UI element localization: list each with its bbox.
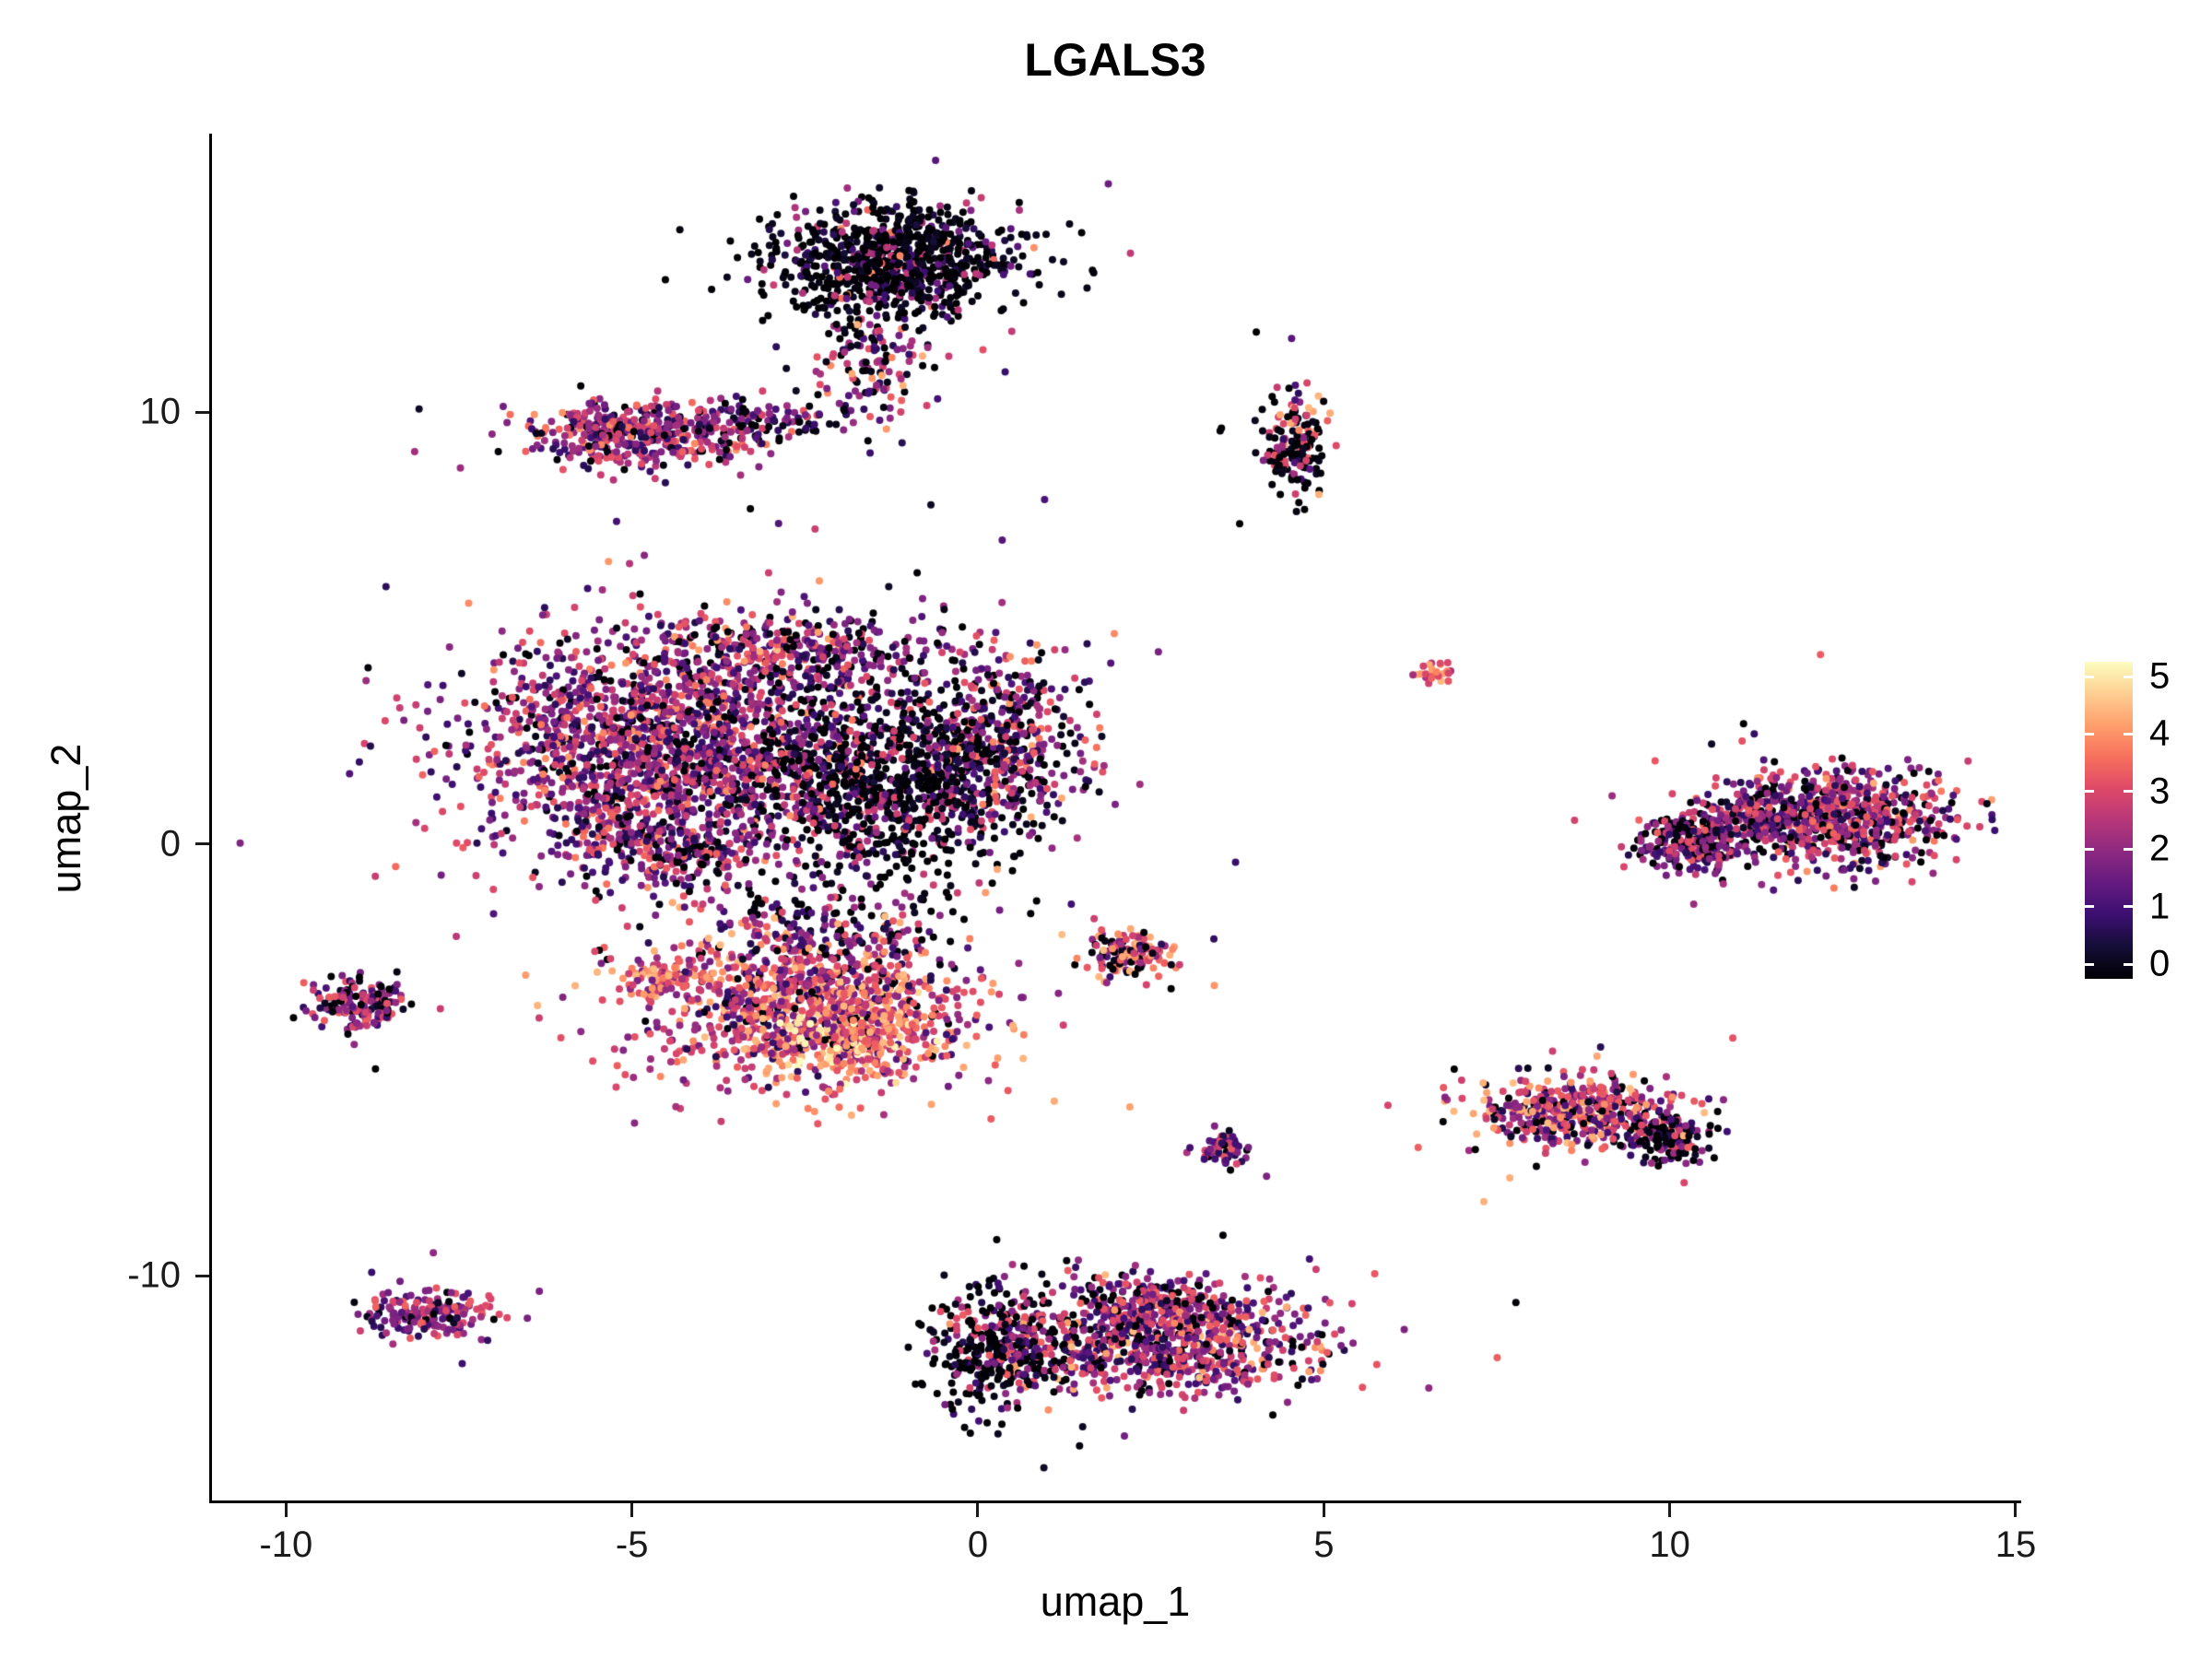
x-tick-label: -5 xyxy=(615,1524,649,1565)
y-tick-mark xyxy=(195,842,209,846)
colorbar-tick xyxy=(2124,905,2133,909)
y-tick-label: 0 xyxy=(159,823,181,865)
y-tick-mark xyxy=(195,1274,209,1277)
y-axis-line xyxy=(209,134,212,1503)
colorbar-tick xyxy=(2085,790,2094,794)
y-tick-label: -10 xyxy=(127,1254,181,1296)
x-tick-label: 5 xyxy=(1313,1524,1335,1565)
x-tick-label: 0 xyxy=(967,1524,989,1565)
x-axis-title: umap_1 xyxy=(1040,1578,1191,1625)
colorbar-tick xyxy=(2085,905,2094,909)
x-tick-mark xyxy=(630,1503,634,1517)
colorbar-tick xyxy=(2124,847,2133,851)
plot-title: LGALS3 xyxy=(1024,34,1206,86)
colorbar-tick xyxy=(2124,790,2133,794)
colorbar-label: 3 xyxy=(2149,771,2171,812)
colorbar-label: 0 xyxy=(2149,943,2171,984)
colorbar-tick xyxy=(2124,962,2133,966)
colorbar-tick xyxy=(2124,675,2133,678)
x-tick-mark xyxy=(976,1503,980,1517)
colorbar-tick xyxy=(2124,732,2133,735)
colorbar-tick xyxy=(2085,675,2094,678)
colorbar-tick xyxy=(2085,847,2094,851)
colorbar-label: 1 xyxy=(2149,886,2171,927)
x-tick-mark xyxy=(2014,1503,2018,1517)
colorbar-label: 5 xyxy=(2149,655,2171,697)
colorbar-tick xyxy=(2085,962,2094,966)
y-axis-title: umap_2 xyxy=(42,743,89,894)
y-tick-mark xyxy=(195,410,209,414)
x-tick-label: -10 xyxy=(259,1524,313,1565)
x-tick-mark xyxy=(1322,1503,1325,1517)
x-tick-mark xyxy=(284,1503,288,1517)
colorbar-label: 4 xyxy=(2149,712,2171,754)
x-tick-mark xyxy=(1668,1503,1672,1517)
colorbar-tick xyxy=(2085,732,2094,735)
x-tick-label: 15 xyxy=(1994,1524,2037,1565)
x-axis-line xyxy=(209,1500,2021,1503)
y-tick-label: 10 xyxy=(139,391,182,432)
colorbar-gradient xyxy=(2085,662,2133,979)
colorbar-label: 2 xyxy=(2149,828,2171,869)
x-tick-label: 10 xyxy=(1649,1524,1690,1565)
